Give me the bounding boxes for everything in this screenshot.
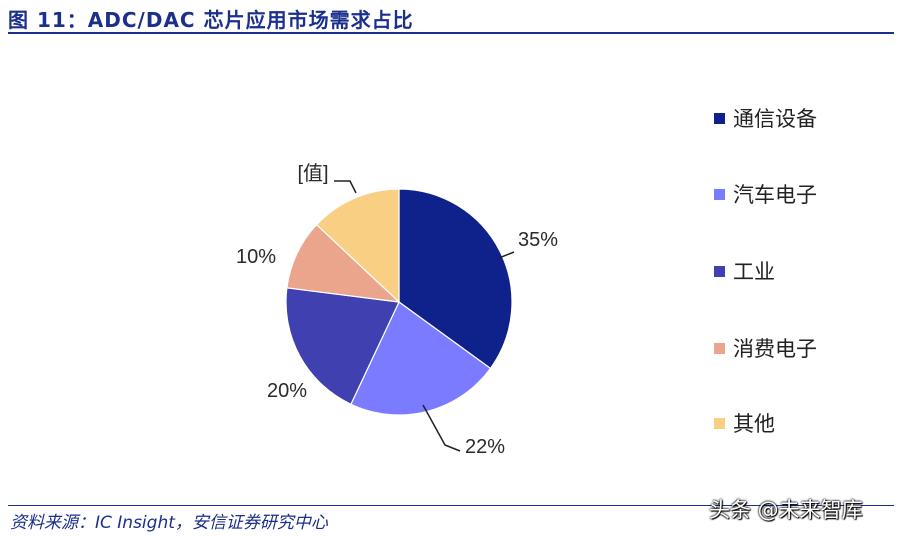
legend-item-automotive: 汽车电子 (714, 180, 817, 208)
legend-item-industrial: 工业 (714, 257, 775, 285)
data-label-industrial: 20% (267, 380, 307, 402)
figure-title: 图 11：ADC/DAC 芯片应用市场需求占比 (8, 8, 414, 32)
data-label-automotive: 22% (465, 436, 505, 458)
data-label-consumer: 10% (236, 246, 276, 268)
slice-consumer (286, 223, 401, 303)
legend-item-other: 其他 (714, 409, 775, 437)
legend-swatch (714, 342, 725, 354)
leader-line (334, 180, 357, 194)
legend-swatch (714, 265, 725, 277)
slice-communication (398, 188, 513, 370)
legend-label: 通信设备 (733, 107, 817, 131)
legend-swatch (714, 188, 725, 200)
leader-line (422, 404, 461, 452)
leader-line (498, 251, 515, 259)
source-note: 资料来源：IC Insight，安信证券研究中心 (10, 513, 328, 533)
data-label-communication: 35% (518, 229, 558, 251)
data-label-other: [值] (297, 162, 328, 185)
slice-other (315, 188, 400, 304)
legend-item-communication: 通信设备 (714, 104, 817, 132)
legend-label: 汽车电子 (733, 183, 817, 207)
legend-label: 其他 (733, 412, 775, 436)
watermark: 头条 @未来智库 (709, 498, 863, 522)
legend-label: 消费电子 (733, 337, 817, 361)
legend-swatch (714, 417, 725, 429)
title-divider (8, 32, 894, 34)
slice-industrial (285, 287, 400, 406)
legend-label: 工业 (733, 260, 775, 284)
legend-swatch (714, 112, 725, 124)
footer-divider (8, 505, 894, 506)
legend-item-consumer: 消费电子 (714, 334, 817, 362)
